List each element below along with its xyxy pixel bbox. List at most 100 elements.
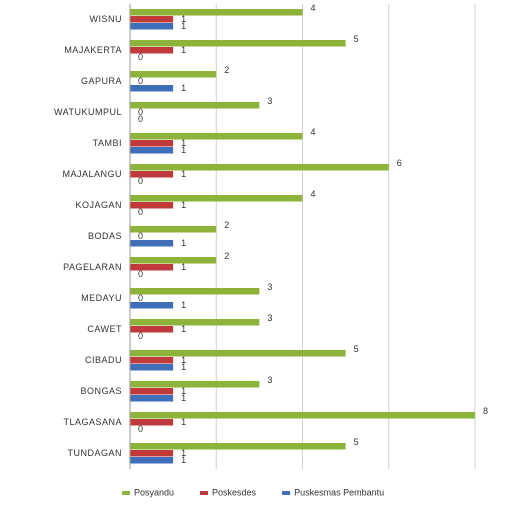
bar: [130, 240, 174, 247]
data-label: 3: [267, 282, 272, 292]
y-tick-label: TLAGASANA: [63, 417, 122, 427]
y-tick-label: PAGELARAN: [63, 262, 122, 272]
y-tick-label: MEDAYU: [81, 293, 122, 303]
y-tick-label: WATUKUMPUL: [54, 107, 122, 117]
data-label: 1: [181, 169, 186, 179]
y-tick-label: TUNDAGAN: [67, 448, 122, 458]
data-label: 1: [181, 45, 186, 55]
bar: [130, 395, 174, 402]
bar: [130, 412, 475, 419]
y-tick-label: CIBADU: [85, 355, 122, 365]
bar: [130, 319, 260, 326]
data-label: 0: [138, 269, 143, 279]
data-label: 2: [224, 65, 229, 75]
data-label: 4: [311, 189, 316, 199]
y-tick-label: BODAS: [88, 231, 122, 241]
bar: [130, 140, 174, 147]
data-label: 0: [138, 293, 143, 303]
data-label: 6: [397, 158, 402, 168]
data-label: 1: [181, 145, 186, 155]
bar: [130, 264, 174, 271]
legend-swatch: [122, 491, 130, 495]
data-label: 2: [224, 220, 229, 230]
data-label: 3: [267, 96, 272, 106]
bar: [130, 23, 174, 30]
bar: [130, 71, 217, 78]
data-label: 1: [181, 83, 186, 93]
bar: [130, 226, 217, 233]
bar: [130, 350, 346, 357]
legend-label: Poskesdes: [212, 487, 257, 497]
bar: [130, 164, 389, 171]
bar: [130, 133, 303, 140]
data-label: 8: [483, 406, 488, 416]
bar: [130, 302, 174, 309]
bar: [130, 381, 260, 388]
y-tick-label: WISNU: [90, 14, 123, 24]
bar: [130, 357, 174, 364]
y-tick-label: MAJAKERTA: [64, 45, 122, 55]
y-tick-label: TAMBI: [93, 138, 122, 148]
y-tick-label: CAWET: [87, 324, 122, 334]
data-label: 1: [181, 386, 186, 396]
bar: [130, 195, 303, 202]
data-label: 1: [181, 300, 186, 310]
data-label: 1: [181, 362, 186, 372]
legend-label: Posyandu: [134, 487, 174, 497]
data-label: 3: [267, 313, 272, 323]
bar: [130, 364, 174, 371]
data-label: 3: [267, 375, 272, 385]
legend-label: Puskesmas Pembantu: [294, 487, 384, 497]
data-label: 1: [181, 138, 186, 148]
bar: [130, 326, 174, 333]
bar: [130, 147, 174, 154]
bar: [130, 443, 346, 450]
bar: [130, 257, 217, 264]
data-label: 0: [138, 331, 143, 341]
bar: [130, 202, 174, 209]
bar: [130, 388, 174, 395]
data-label: 5: [354, 437, 359, 447]
bar: [130, 450, 174, 457]
bar: [130, 47, 174, 54]
y-tick-label: KOJAGAN: [75, 200, 122, 210]
bar: [130, 288, 260, 295]
data-label: 0: [138, 52, 143, 62]
bar: [130, 16, 174, 23]
data-label: 0: [138, 176, 143, 186]
data-label: 0: [138, 114, 143, 124]
data-label: 4: [311, 127, 316, 137]
data-label: 1: [181, 262, 186, 272]
bar: [130, 419, 174, 426]
data-label: 5: [354, 34, 359, 44]
data-label: 1: [181, 448, 186, 458]
data-label: 5: [354, 344, 359, 354]
bar: [130, 457, 174, 464]
data-label: 1: [181, 238, 186, 248]
data-label: 1: [181, 417, 186, 427]
bar: [130, 102, 260, 109]
data-label: 1: [181, 355, 186, 365]
data-label: 1: [181, 324, 186, 334]
data-label: 1: [181, 14, 186, 24]
bar: [130, 40, 346, 47]
bar: [130, 85, 174, 92]
y-tick-label: BONGAS: [80, 386, 122, 396]
data-label: 0: [138, 231, 143, 241]
legend-swatch: [200, 491, 209, 495]
data-label: 1: [181, 200, 186, 210]
data-label: 4: [311, 3, 316, 13]
y-tick-label: GAPURA: [81, 76, 122, 86]
bar: [130, 171, 174, 178]
data-label: 0: [138, 107, 143, 117]
data-label: 2: [224, 251, 229, 261]
data-label: 0: [138, 424, 143, 434]
legend-swatch: [282, 491, 291, 495]
bar: [130, 9, 303, 16]
data-label: 1: [181, 21, 186, 31]
y-tick-label: MAJALANGU: [62, 169, 122, 179]
data-label: 0: [138, 207, 143, 217]
data-label: 1: [181, 455, 186, 465]
data-label: 0: [138, 76, 143, 86]
